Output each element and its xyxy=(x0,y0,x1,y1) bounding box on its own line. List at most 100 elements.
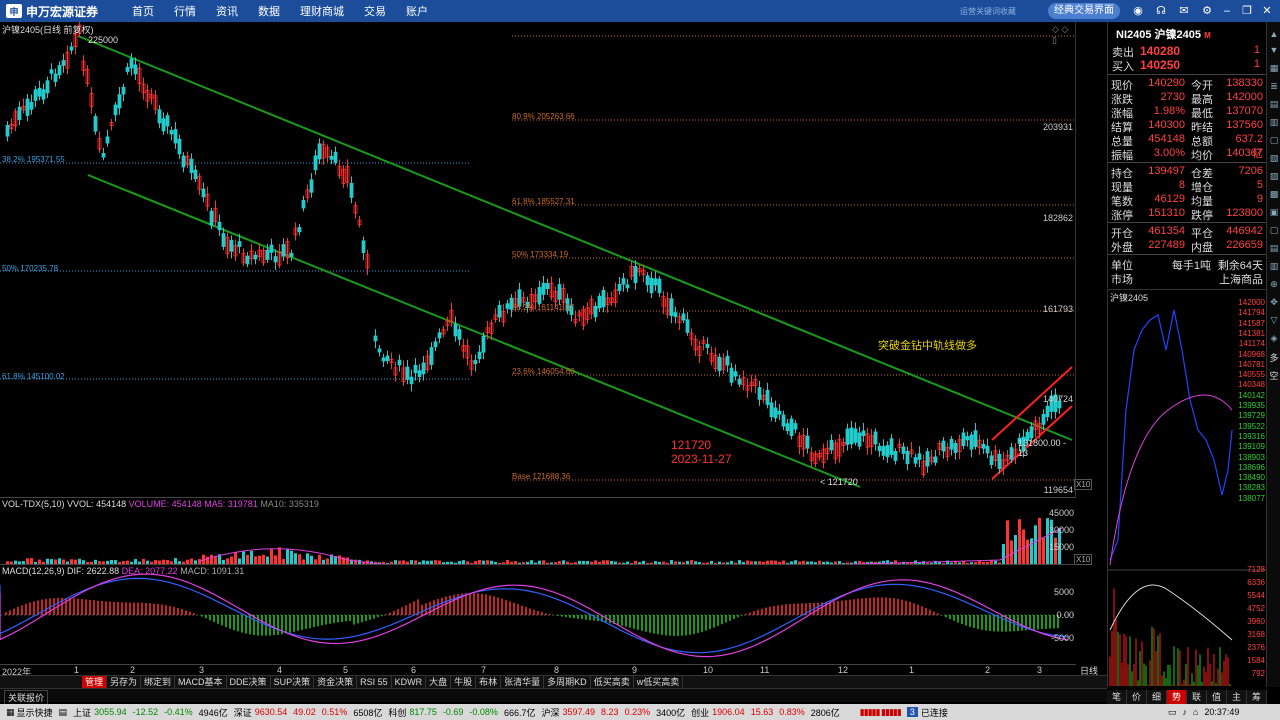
nav-quotes[interactable]: 行情 xyxy=(174,6,196,18)
candlestick-chart[interactable]: 沪镍2405(日线 前复权) 225000 80.9% 205263.66 61… xyxy=(0,22,1093,498)
intraday-chart[interactable]: 沪镍2405 142000 141794 141587 141381 141174 140… xyxy=(1107,289,1268,687)
tab-w-low-buy[interactable]: w低买高卖 xyxy=(634,676,684,688)
show-shortcut-button[interactable]: 显示快捷 xyxy=(16,707,53,718)
tab-trades[interactable]: 笔 xyxy=(1107,690,1127,704)
logo-icon: 申 xyxy=(6,4,22,18)
volume-bar xyxy=(102,561,105,564)
tab-main[interactable]: 主 xyxy=(1227,690,1247,704)
volume-bar xyxy=(618,562,621,564)
restore-icon[interactable]: ❐ xyxy=(1242,5,1252,17)
headset-icon[interactable]: ☊ xyxy=(1156,5,1166,17)
up-arrow-icon[interactable]: ▲ xyxy=(1269,29,1279,39)
volume-bar xyxy=(198,559,201,564)
tab-sup[interactable]: SUP决策 xyxy=(271,676,315,688)
volume-bar xyxy=(974,562,977,564)
short-label-icon[interactable]: 空 xyxy=(1269,371,1279,381)
tab-zhang[interactable]: 张清华量 xyxy=(501,676,545,688)
nav-data[interactable]: 数据 xyxy=(258,6,280,18)
panel-icon[interactable]: ▤ xyxy=(1269,243,1279,253)
cy-percent: 0.83% xyxy=(779,707,805,717)
layers-icon[interactable]: ▩ xyxy=(1269,189,1279,199)
minimize-icon[interactable]: – xyxy=(1223,5,1231,17)
tab-chips[interactable]: 筹 xyxy=(1247,690,1267,704)
cy-label[interactable]: 创业 xyxy=(691,707,710,718)
tab-bind-to[interactable]: 绑定到 xyxy=(141,676,176,688)
table-icon[interactable]: ▧ xyxy=(1269,153,1279,163)
classic-trade-button[interactable]: 经典交易界面 xyxy=(1048,3,1120,19)
volume-bar xyxy=(326,558,329,564)
tab-manage[interactable]: 管理 xyxy=(82,676,108,688)
grid-small-icon[interactable]: ▦ xyxy=(6,706,15,717)
move-icon[interactable]: ✥ xyxy=(1270,297,1278,307)
sell-row[interactable]: 卖出 140280 1 xyxy=(1112,44,1264,59)
columns-icon[interactable]: ▥ xyxy=(1269,261,1279,271)
mail-icon[interactable]: ✉ xyxy=(1179,5,1189,17)
nav-wealth-mall[interactable]: 理财商城 xyxy=(300,6,344,18)
filter-icon[interactable]: ▽ xyxy=(1270,315,1278,325)
nav-account[interactable]: 账户 xyxy=(406,6,428,18)
sh-label[interactable]: 上证 xyxy=(73,707,92,718)
tab-detail[interactable]: 细 xyxy=(1147,690,1167,704)
tab-funds[interactable]: 资金决策 xyxy=(314,676,358,688)
tab-kdwr[interactable]: KDWR xyxy=(392,676,427,688)
record-icon[interactable]: ◉ xyxy=(1133,5,1143,17)
diamond-icon[interactable]: ◇ ◇ ▯ xyxy=(1052,24,1069,45)
close-icon[interactable]: ✕ xyxy=(1262,5,1272,17)
macd-panel[interactable]: MACD(12,26,9) DIF: 2622.88 DEA: 2077.22 … xyxy=(0,564,1076,664)
tab-multi-kd[interactable]: 多周期KD xyxy=(544,676,591,688)
kc-label[interactable]: 科创 xyxy=(388,707,407,718)
candle-body xyxy=(817,452,822,458)
volume-bar xyxy=(874,561,877,564)
nav-home[interactable]: 首页 xyxy=(132,6,154,18)
quote-key: 持仓 xyxy=(1111,168,1133,180)
kc-index: 817.75 xyxy=(409,707,437,717)
down-arrow-icon[interactable]: ▼ xyxy=(1269,45,1279,55)
zoom-badge[interactable]: X10 xyxy=(1074,479,1093,490)
sound-icon[interactable]: ♪ xyxy=(1182,707,1187,717)
tab-macd-basic[interactable]: MACD基本 xyxy=(175,676,227,688)
message-icon[interactable]: ▭ xyxy=(1167,706,1177,717)
tab-bull[interactable]: 牛股 xyxy=(451,676,477,688)
volume-bar xyxy=(186,559,189,564)
stack-icon[interactable]: ▨ xyxy=(1269,171,1279,181)
tab-boll[interactable]: 布林 xyxy=(476,676,502,688)
grid-icon[interactable]: ▦ xyxy=(1269,63,1279,73)
nav-trade[interactable]: 交易 xyxy=(364,6,386,18)
vol-zoom-badge[interactable]: X10 xyxy=(1074,554,1093,565)
long-label-icon[interactable]: 多 xyxy=(1269,353,1279,363)
sz-label[interactable]: 深证 xyxy=(233,707,252,718)
tab-trend[interactable]: 势 xyxy=(1167,690,1187,704)
zoom-icon[interactable]: ⊕ xyxy=(1270,279,1278,289)
pin-icon[interactable]: ◈ xyxy=(1270,333,1278,343)
bar-icon[interactable]: ▥ xyxy=(1269,117,1279,127)
list-icon[interactable]: ≣ xyxy=(1270,81,1278,91)
period-label[interactable]: 日线 xyxy=(1080,666,1099,676)
tab-related-quote[interactable]: 关联报价 xyxy=(4,690,49,705)
candle-body xyxy=(73,33,78,48)
window-icon[interactable]: ▢ xyxy=(1269,135,1279,145)
volume-bar xyxy=(1034,525,1037,564)
tab-value[interactable]: 值 xyxy=(1207,690,1227,704)
volume-panel[interactable]: VOL-TDX(5,10) VVOL: 454148 VOLUME: 45414… xyxy=(0,497,1093,565)
tab-linked[interactable]: 联 xyxy=(1187,690,1207,704)
buy-row[interactable]: 买入 140250 1 xyxy=(1112,58,1264,73)
tab-save-as[interactable]: 另存为 xyxy=(107,676,142,688)
tab-dde[interactable]: DDE决策 xyxy=(227,676,271,688)
tab-rsi[interactable]: RSI 55 xyxy=(357,676,392,688)
frame-icon[interactable]: ▢ xyxy=(1269,225,1279,235)
nav-news[interactable]: 资讯 xyxy=(216,6,238,18)
volume-bar xyxy=(282,558,285,564)
volume-bar xyxy=(522,562,525,564)
gear-icon[interactable]: ⚙ xyxy=(1202,5,1212,17)
candle-body xyxy=(325,147,330,158)
lock-icon[interactable]: ⌂ xyxy=(1192,707,1199,717)
square-icon[interactable]: ▣ xyxy=(1269,207,1279,217)
tab-price[interactable]: 价 xyxy=(1127,690,1147,704)
hs-label[interactable]: 沪深 xyxy=(541,707,560,718)
quote-stat-row: 涨停 151310 跌停 123800 xyxy=(1111,207,1263,222)
candle-body xyxy=(461,344,466,352)
tab-low-buy[interactable]: 低买高卖 xyxy=(591,676,634,688)
quote-stat-row: 结算 140300 昨结 137560 xyxy=(1111,119,1263,134)
tab-market[interactable]: 大盘 xyxy=(426,676,452,688)
chart-icon[interactable]: ▤ xyxy=(1269,99,1279,109)
